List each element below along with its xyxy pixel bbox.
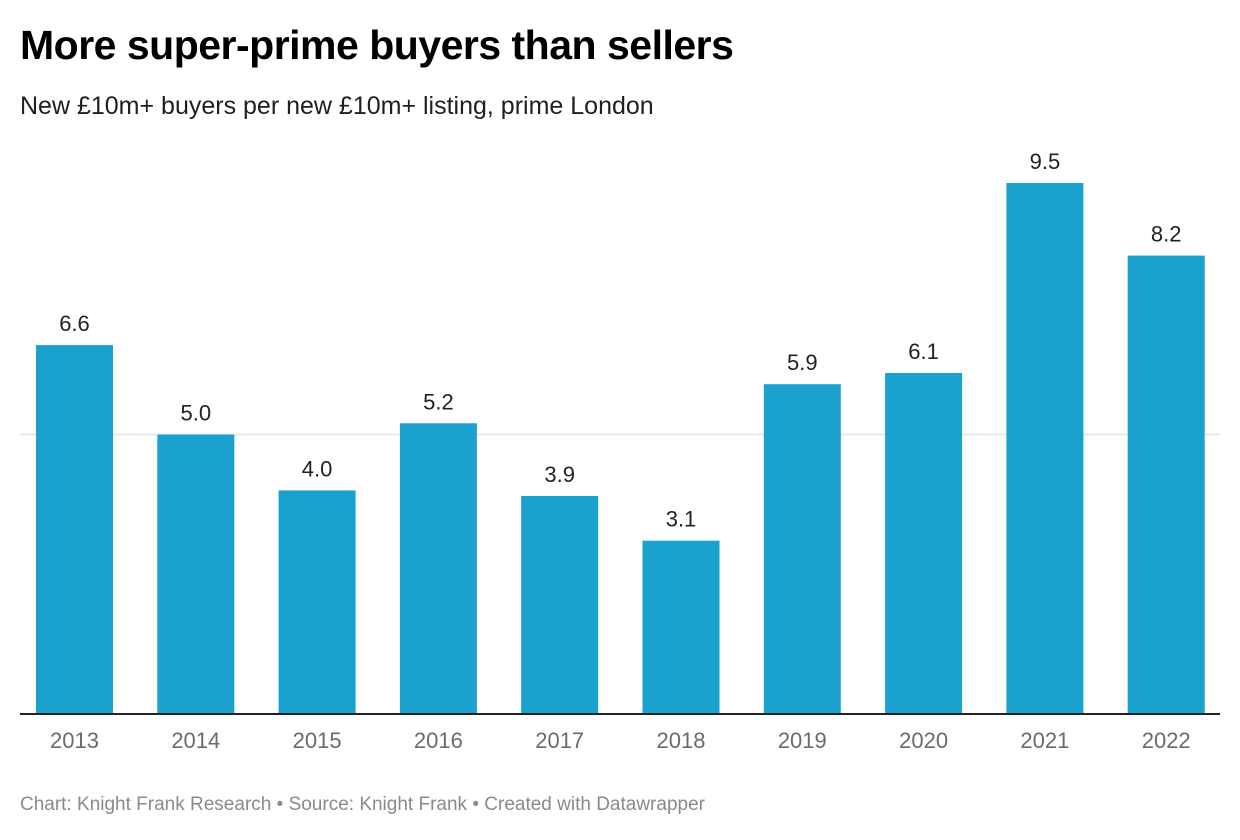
value-label-2017: 3.9 [544, 462, 575, 487]
chart-footer: Chart: Knight Frank Research • Source: K… [20, 794, 705, 816]
footer-separator: • [276, 794, 284, 815]
bar-2019 [763, 384, 841, 714]
value-label-2014: 5.0 [181, 401, 212, 426]
value-label-2021: 9.5 [1030, 149, 1061, 174]
bar-2017 [521, 496, 599, 714]
bar-2015 [278, 490, 356, 714]
value-label-2015: 4.0 [302, 456, 333, 481]
x-tick-label-2019: 2019 [778, 728, 827, 753]
value-label-2020: 6.1 [908, 339, 939, 364]
bar-2022 [1127, 255, 1205, 714]
tool-credit: Created with Datawrapper [484, 794, 705, 815]
bar-2014 [157, 434, 235, 714]
value-label-2022: 8.2 [1151, 222, 1182, 247]
chart-credit: Chart: Knight Frank Research [20, 794, 272, 815]
chart-subtitle: New £10m+ buyers per new £10m+ listing, … [20, 92, 654, 120]
bar-2018 [642, 540, 720, 714]
x-tick-label-2018: 2018 [657, 728, 706, 753]
x-tick-label-2014: 2014 [171, 728, 220, 753]
value-labels: 6.6 5.0 4.0 5.2 3.9 3.1 5.9 6.1 9.5 8.2 [59, 149, 1181, 532]
x-axis-tick-labels: 2013 2014 2015 2016 2017 2018 2019 2020 2021 2022 [50, 728, 1191, 753]
bars [36, 183, 1205, 714]
footer-separator: • [472, 794, 479, 815]
value-label-2019: 5.9 [787, 350, 818, 375]
x-tick-label-2017: 2017 [535, 728, 584, 753]
bar-2013 [36, 345, 113, 714]
bar-2021 [1006, 183, 1084, 714]
value-label-2013: 6.6 [59, 311, 90, 336]
x-tick-label-2022: 2022 [1142, 728, 1191, 753]
bar-2016 [399, 423, 477, 714]
x-tick-label-2020: 2020 [899, 728, 948, 753]
value-label-2016: 5.2 [423, 389, 454, 414]
bar-2020 [885, 373, 963, 714]
x-tick-label-2013: 2013 [50, 728, 99, 753]
x-tick-label-2015: 2015 [293, 728, 342, 753]
value-label-2018: 3.1 [666, 507, 697, 532]
x-tick-label-2016: 2016 [414, 728, 463, 753]
chart-title: More super-prime buyers than sellers [20, 22, 734, 68]
x-tick-label-2021: 2021 [1020, 728, 1069, 753]
bar-chart: 6.65.04.05.23.93.15.9 6.19.58.2 2013 2014 2… [20, 149, 1220, 753]
source-credit: Source: Knight Frank [288, 794, 468, 815]
